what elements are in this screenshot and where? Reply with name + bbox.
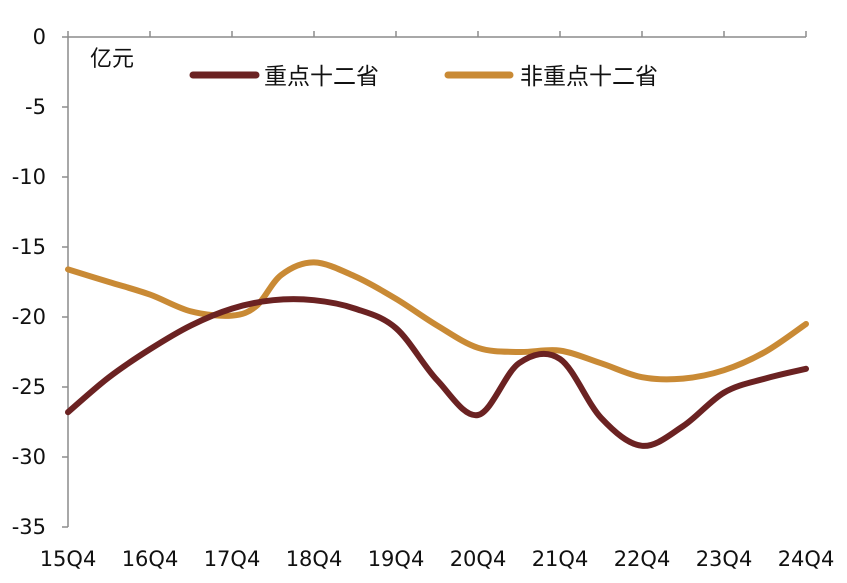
axes: 0 -5 -10 -15 -20 -25 -30 -35 15Q4 16Q4 17Q4 18Q4 19Q… — [12, 25, 835, 571]
x-tick-label: 16Q4 — [122, 547, 179, 571]
y-tick-label: -25 — [12, 375, 46, 399]
y-tick-label: 0 — [33, 25, 46, 49]
series-line-2 — [65, 259, 809, 383]
x-tick-label: 18Q4 — [286, 547, 343, 571]
y-tick-label: -20 — [12, 305, 46, 329]
y-tick-label: -10 — [12, 165, 46, 189]
series-line-1 — [65, 296, 809, 449]
y-tick-label: -5 — [25, 95, 46, 119]
x-tick-label: 15Q4 — [40, 547, 97, 571]
y-unit-label: 亿元 — [90, 47, 134, 72]
y-tick-label: -15 — [12, 235, 46, 259]
series-layer — [65, 259, 809, 449]
x-tick-label: 21Q4 — [532, 547, 589, 571]
y-tick-label: -30 — [12, 445, 46, 469]
x-tick-label: 19Q4 — [368, 547, 425, 571]
legend-label-1: 重点十二省 — [264, 64, 379, 90]
legend-label-2: 非重点十二省 — [520, 64, 658, 90]
x-tick-label: 20Q4 — [450, 547, 507, 571]
x-tick-label: 22Q4 — [614, 547, 671, 571]
x-tick-label: 23Q4 — [696, 547, 753, 571]
legend: 重点十二省 非重点十二省 — [189, 64, 658, 90]
x-tick-label: 24Q4 — [778, 547, 835, 571]
y-tick-label: -35 — [12, 515, 46, 539]
x-tick-label: 17Q4 — [204, 547, 261, 571]
